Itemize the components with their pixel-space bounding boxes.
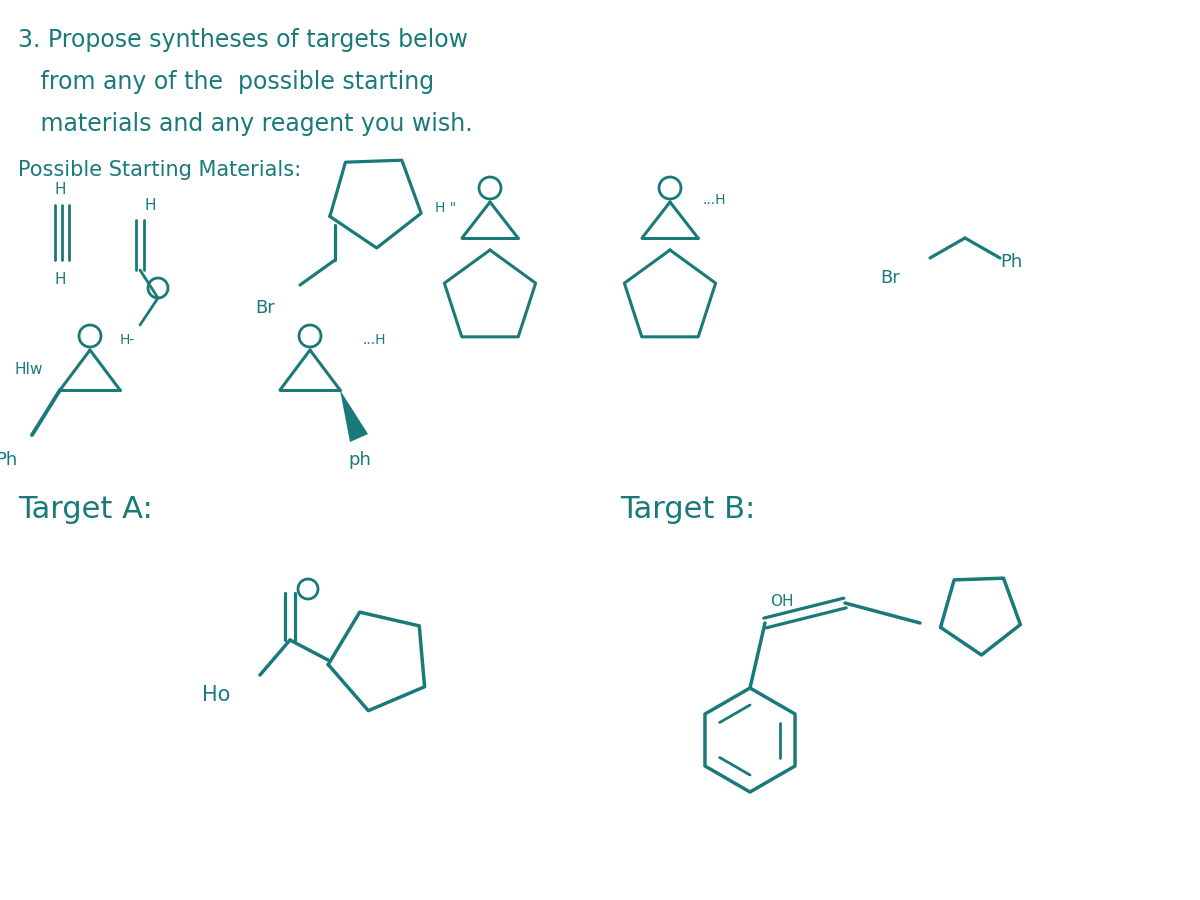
Text: H: H [54,273,66,287]
Text: Br: Br [880,269,900,287]
Text: Ph: Ph [1000,253,1022,271]
Text: ...H: ...H [702,193,726,207]
Text: ph: ph [348,451,371,469]
Text: H: H [54,183,66,197]
Text: materials and any reagent you wish.: materials and any reagent you wish. [18,112,473,136]
Text: OH: OH [770,593,793,608]
Polygon shape [340,390,368,442]
Text: HIw: HIw [14,363,43,377]
Text: Ph: Ph [0,451,17,469]
Text: Ho: Ho [202,685,230,705]
Text: from any of the  possible starting: from any of the possible starting [18,70,434,94]
Text: Target A:: Target A: [18,496,152,525]
Text: H: H [145,197,156,212]
Text: Br: Br [256,299,275,317]
Text: Possible Starting Materials:: Possible Starting Materials: [18,160,301,180]
Text: H ": H " [436,201,456,215]
Text: H-: H- [120,333,136,347]
Text: 3. Propose syntheses of targets below: 3. Propose syntheses of targets below [18,28,468,52]
Text: ...H: ...H [362,333,385,347]
Text: Target B:: Target B: [620,496,755,525]
